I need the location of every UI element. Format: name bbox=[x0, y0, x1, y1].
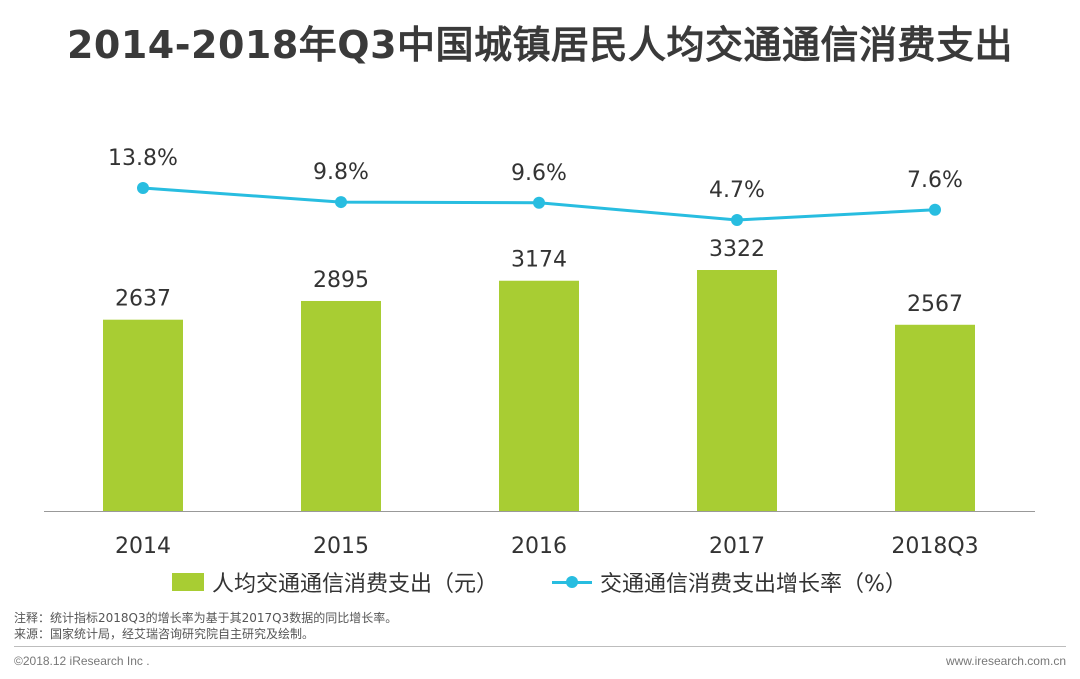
bar bbox=[301, 300, 381, 511]
growth-point bbox=[533, 196, 545, 209]
bar bbox=[697, 270, 777, 511]
growth-value-label: 7.6% bbox=[907, 168, 963, 193]
footer-divider bbox=[14, 646, 1066, 647]
bar bbox=[103, 319, 183, 511]
growth-point bbox=[929, 203, 941, 216]
x-tick-label: 2016 bbox=[511, 534, 567, 559]
note-text: 注释：统计指标2018Q3的增长率为基于其2017Q3数据的同比增长率。 bbox=[14, 611, 398, 625]
growth-value-label: 13.8% bbox=[108, 146, 178, 171]
x-tick-label: 2017 bbox=[709, 534, 765, 559]
copyright: ©2018.12 iResearch Inc . bbox=[14, 654, 150, 668]
legend-bar-swatch bbox=[172, 573, 204, 591]
bar-value-label: 2895 bbox=[313, 268, 369, 293]
growth-point bbox=[335, 196, 347, 209]
bar bbox=[895, 324, 975, 511]
legend-line-swatch bbox=[552, 573, 592, 591]
x-tick-label: 2015 bbox=[313, 534, 369, 559]
growth-value-label: 9.6% bbox=[511, 161, 567, 186]
growth-point bbox=[137, 182, 149, 194]
chart-area: 2637 2895 3174 3322 2567 2014 2015 2016 2017 201… bbox=[44, 146, 1035, 559]
bar-value-label: 2567 bbox=[907, 292, 963, 317]
website: www.iresearch.com.cn bbox=[945, 654, 1066, 668]
bar-value-label: 3174 bbox=[511, 248, 567, 273]
legend-line-label: 交通通信消费支出增长率（%） bbox=[600, 572, 907, 597]
growth-point bbox=[731, 214, 743, 226]
notes: 注释：统计指标2018Q3的增长率为基于其2017Q3数据的同比增长率。 来源：… bbox=[14, 610, 397, 642]
growth-value-label: 4.7% bbox=[709, 178, 765, 203]
legend-item-bar: 人均交通通信消费支出（元） bbox=[172, 566, 498, 598]
chart-title: 2014-2018年Q3中国城镇居民人均交通通信消费支出 bbox=[66, 23, 1014, 67]
bar bbox=[499, 280, 579, 511]
growth-value-label: 9.8% bbox=[313, 160, 369, 185]
legend-bar-label: 人均交通通信消费支出（元） bbox=[212, 572, 499, 597]
legend-item-line: 交通通信消费支出增长率（%） bbox=[552, 566, 907, 598]
source-text: 来源：国家统计局，经艾瑞咨询研究院自主研究及绘制。 bbox=[14, 627, 315, 641]
bar-value-label: 2637 bbox=[115, 287, 171, 312]
x-tick-label: 2014 bbox=[115, 534, 171, 559]
bar-value-label: 3322 bbox=[709, 237, 765, 262]
x-tick-label: 2018Q3 bbox=[891, 534, 978, 559]
